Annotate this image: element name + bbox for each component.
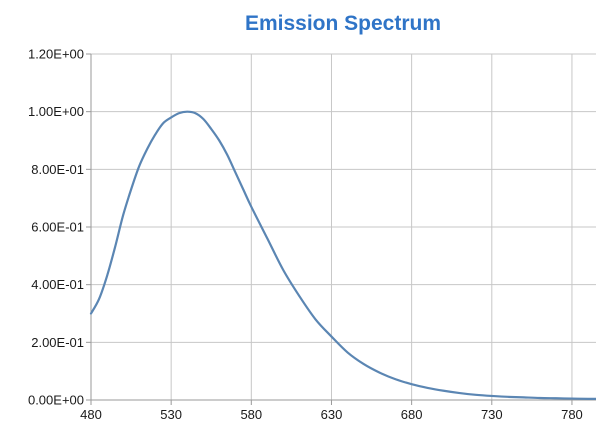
x-tick-label: 580 <box>240 407 262 422</box>
y-tick-label: 1.00E+00 <box>28 104 84 119</box>
y-tick-label: 8.00E-01 <box>31 162 84 177</box>
y-tick-label: 0.00E+00 <box>28 393 84 408</box>
emission-series-line <box>89 110 596 400</box>
grid-lines <box>90 53 596 401</box>
x-tick-label: 630 <box>321 407 343 422</box>
x-tick-label: 780 <box>561 407 583 422</box>
x-tick-labels: 480 530 580 630 680 730 780 <box>80 407 583 422</box>
y-tick-label: 2.00E-01 <box>31 335 84 350</box>
x-tick-label: 480 <box>80 407 102 422</box>
x-tick-label: 730 <box>481 407 503 422</box>
chart-title: Emission Spectrum <box>244 12 442 35</box>
y-tick-label: 6.00E-01 <box>31 220 84 235</box>
y-tick-label: 4.00E-01 <box>31 277 84 292</box>
y-tick-labels: 0.00E+00 2.00E-01 4.00E-01 6.00E-01 8.00E-01… <box>28 47 84 408</box>
y-tick-label: 1.20E+00 <box>28 47 84 62</box>
x-tick-label: 680 <box>401 407 423 422</box>
series <box>89 110 596 400</box>
axes <box>86 53 596 405</box>
x-tick-label: 530 <box>160 407 182 422</box>
